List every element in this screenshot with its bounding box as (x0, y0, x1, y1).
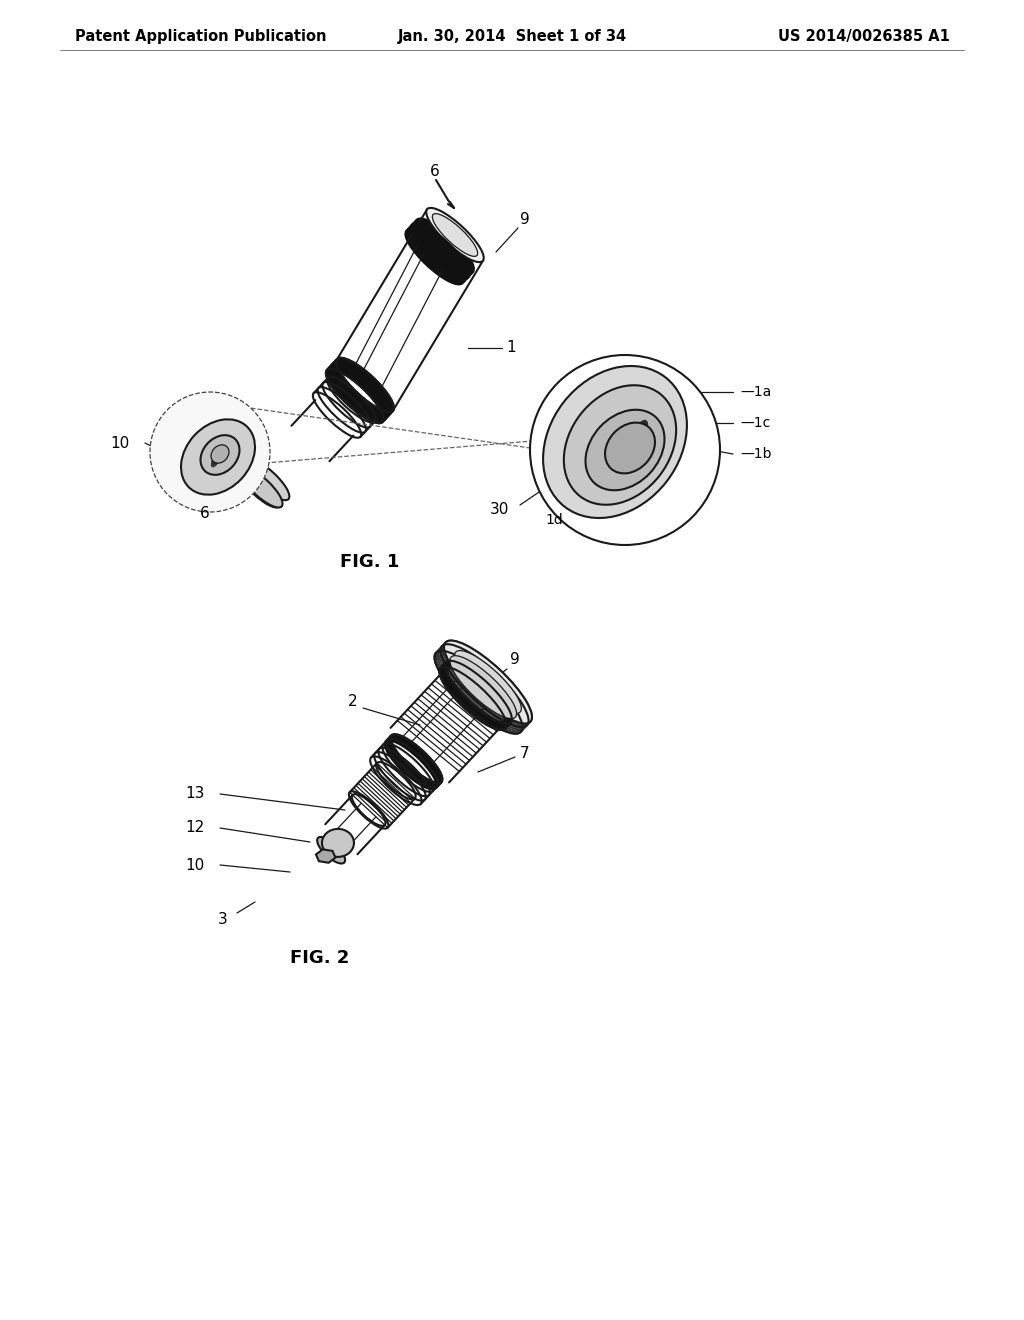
Text: US 2014/0026385 A1: US 2014/0026385 A1 (778, 29, 950, 45)
Ellipse shape (444, 640, 532, 723)
Ellipse shape (543, 366, 687, 517)
Ellipse shape (605, 422, 655, 474)
Text: —1b: —1b (740, 447, 771, 461)
Ellipse shape (450, 656, 516, 718)
Text: 6: 6 (430, 165, 439, 180)
Ellipse shape (181, 420, 255, 495)
Ellipse shape (322, 829, 354, 857)
Ellipse shape (211, 445, 229, 463)
Ellipse shape (426, 207, 483, 263)
Ellipse shape (412, 224, 469, 279)
Ellipse shape (432, 214, 477, 256)
Text: 2: 2 (348, 694, 357, 710)
Text: 10: 10 (185, 858, 204, 873)
Polygon shape (212, 445, 224, 467)
Ellipse shape (240, 470, 280, 507)
Text: FIG. 1: FIG. 1 (340, 553, 399, 572)
Text: 1d: 1d (545, 513, 563, 527)
Ellipse shape (317, 837, 345, 863)
Ellipse shape (201, 436, 240, 475)
Text: 3: 3 (218, 912, 227, 928)
Circle shape (150, 392, 270, 512)
Text: 9: 9 (520, 213, 529, 227)
Text: Patent Application Publication: Patent Application Publication (75, 29, 327, 45)
Text: Jan. 30, 2014  Sheet 1 of 34: Jan. 30, 2014 Sheet 1 of 34 (397, 29, 627, 45)
Circle shape (530, 355, 720, 545)
Polygon shape (316, 849, 336, 863)
Text: 6: 6 (200, 507, 210, 521)
Ellipse shape (240, 467, 283, 507)
Text: 30: 30 (490, 503, 509, 517)
Text: 9: 9 (510, 652, 520, 668)
Text: —1a: —1a (740, 385, 771, 399)
Text: 10: 10 (110, 436, 129, 450)
Polygon shape (618, 421, 647, 470)
Text: 1: 1 (506, 341, 516, 355)
Ellipse shape (586, 409, 665, 490)
Text: FIG. 2: FIG. 2 (291, 949, 349, 968)
Ellipse shape (564, 385, 676, 504)
Text: 7: 7 (520, 746, 529, 760)
Text: 13: 13 (185, 787, 205, 801)
Text: —1c: —1c (740, 416, 770, 430)
Ellipse shape (455, 651, 521, 714)
Text: 12: 12 (185, 821, 204, 836)
Ellipse shape (247, 459, 290, 500)
